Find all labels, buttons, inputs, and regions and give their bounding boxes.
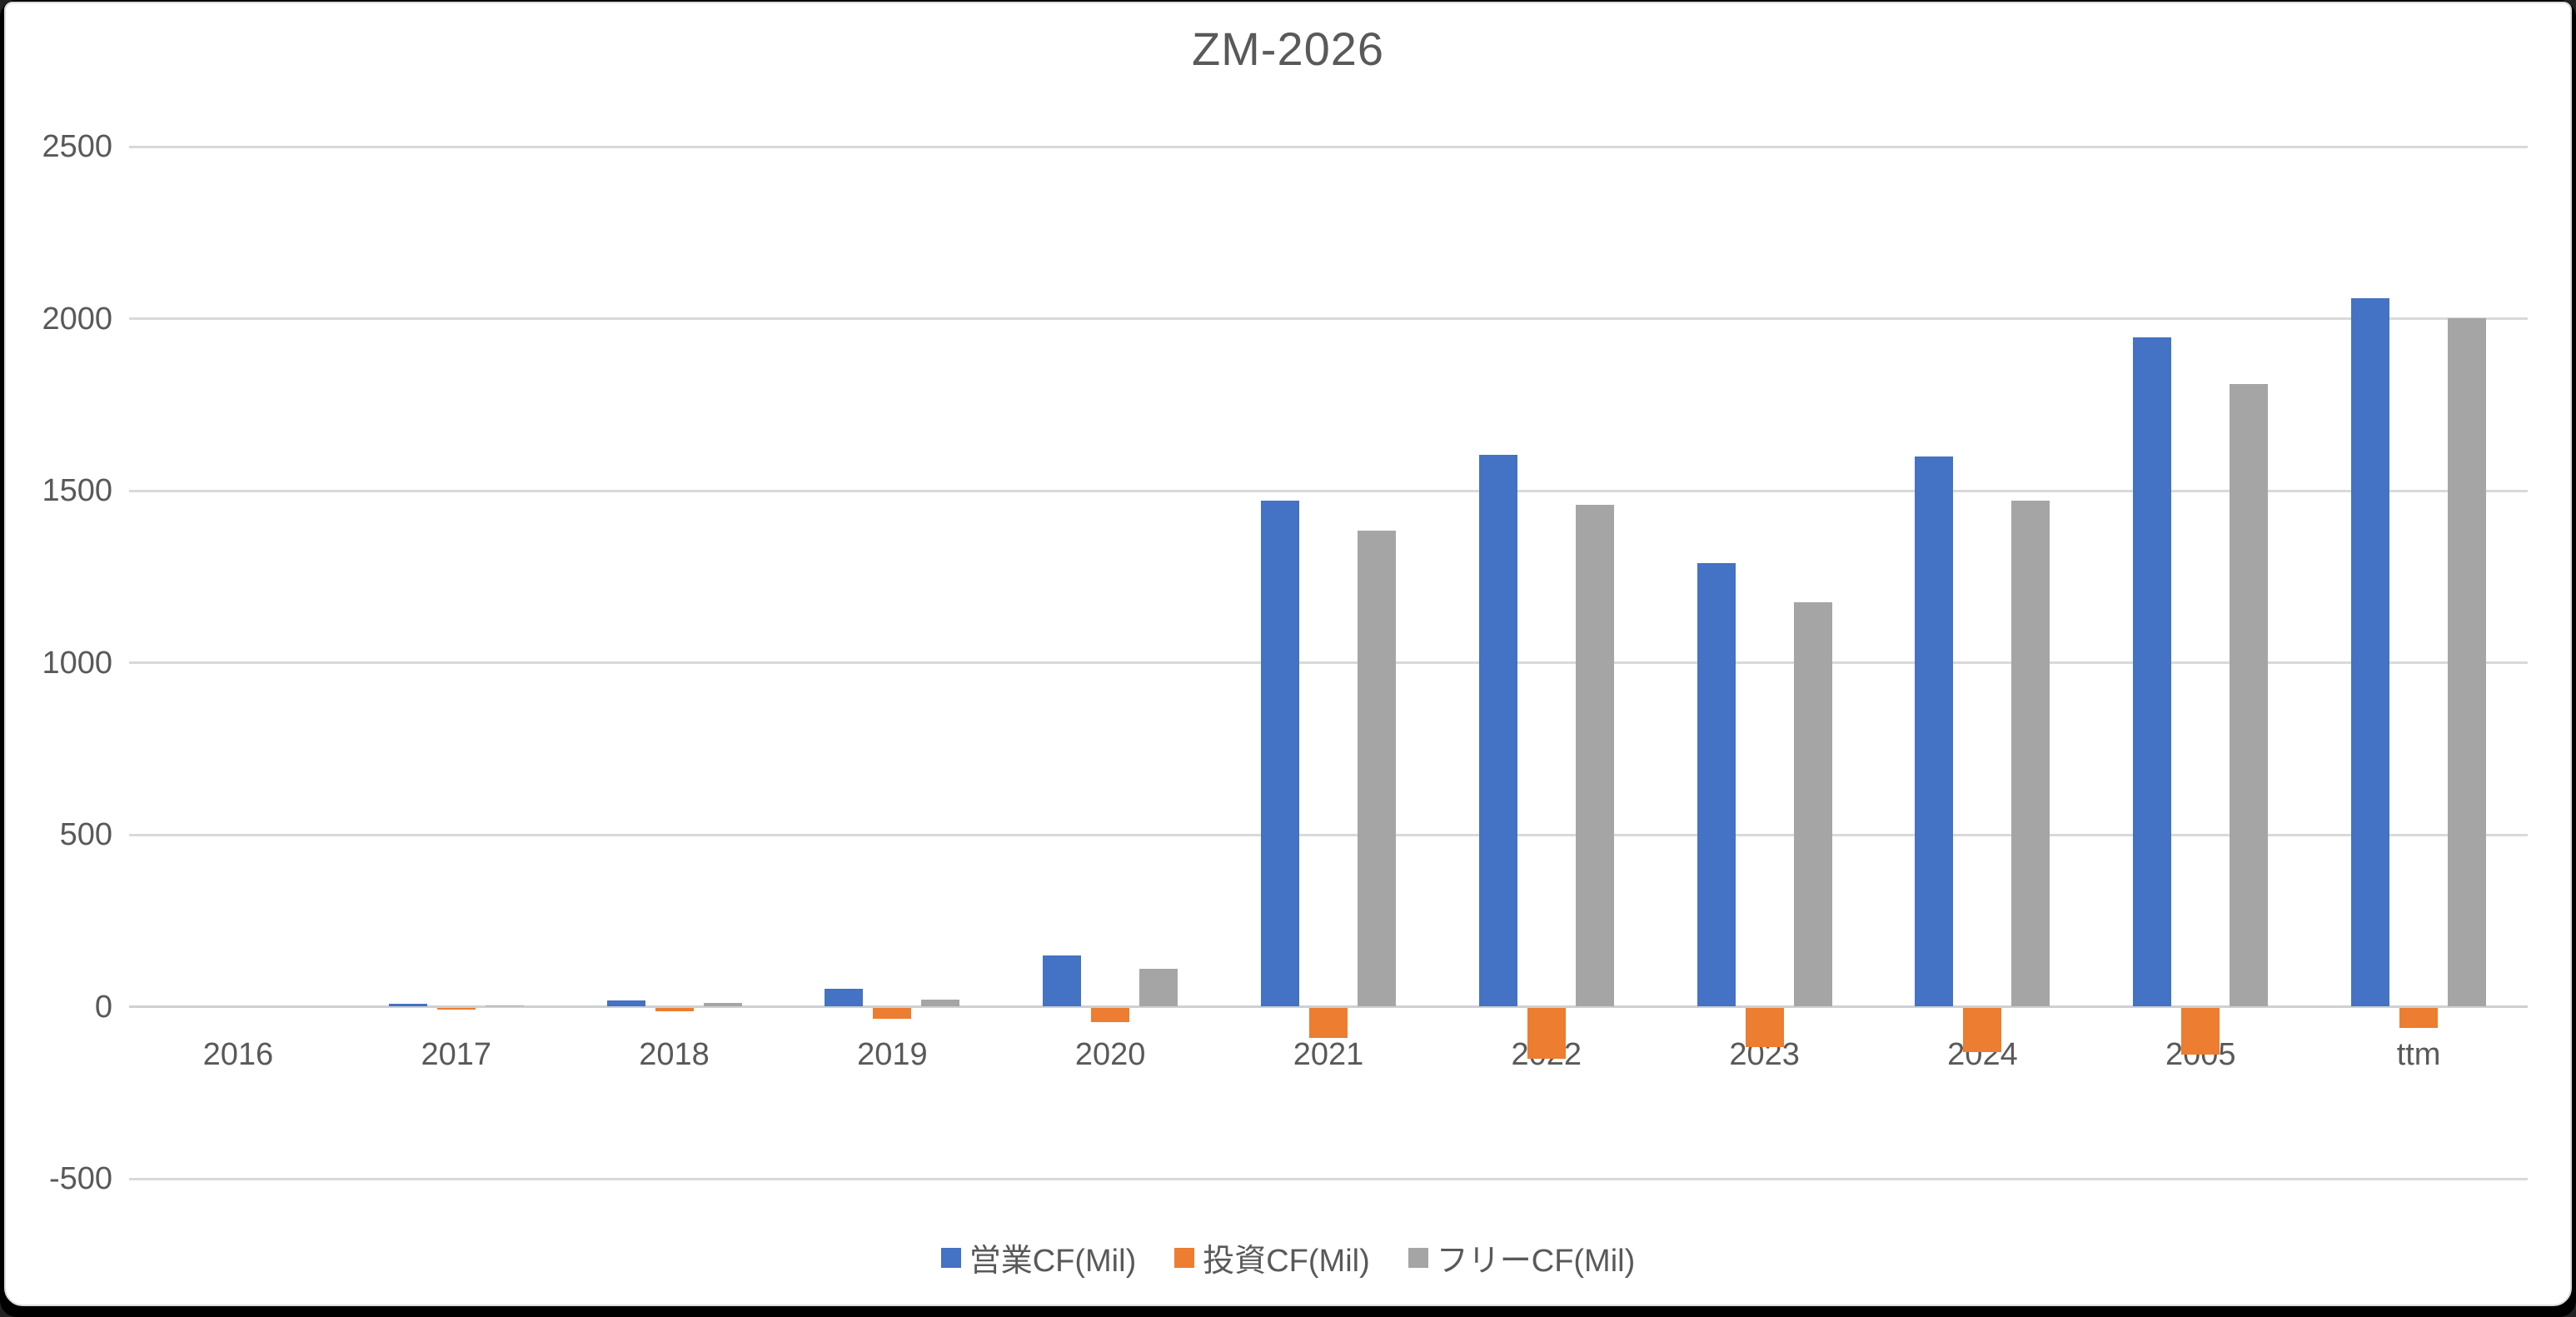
bar-operating-cf-2005 — [2133, 337, 2172, 1007]
x-axis-label-2020: 2020 — [1074, 1036, 1146, 1072]
y-axis-tick-0: 0 — [94, 989, 112, 1025]
bar-investing-cf-ttm — [2399, 1008, 2439, 1028]
gridline-y1000 — [129, 661, 2528, 664]
gridline-y500 — [129, 833, 2528, 836]
gridline-y2500 — [129, 145, 2528, 148]
bar-free-cf-2021 — [1358, 531, 1396, 1007]
gridline-y2000 — [129, 317, 2528, 320]
bar-operating-cf-2017 — [388, 1003, 427, 1007]
legend: 営業CF(Mil) 投資CF(Mil) フリーCF(Mil) — [0, 1235, 2576, 1280]
legend-item-operating-cf: 営業CF(Mil) — [940, 1235, 1137, 1280]
bar-investing-cf-2024 — [1963, 1008, 2002, 1052]
bar-operating-cf-2022 — [1478, 454, 1517, 1007]
legend-label: フリーCF(Mil) — [1436, 1244, 1636, 1279]
legend-item-free-cf: フリーCF(Mil) — [1408, 1235, 1636, 1280]
bar-free-cf-2024 — [2011, 500, 2050, 1007]
y-axis-tick-1500: 1500 — [42, 473, 112, 508]
bar-free-cf-2020 — [1139, 969, 1178, 1007]
bar-operating-cf-2019 — [825, 989, 864, 1007]
bar-investing-cf-2017 — [436, 1008, 476, 1010]
bar-operating-cf-2023 — [1697, 562, 1736, 1007]
bar-investing-cf-2021 — [1309, 1008, 1348, 1039]
x-axis-label-2019: 2019 — [857, 1036, 928, 1072]
y-axis-tick-500: 500 — [59, 817, 112, 852]
bar-operating-cf-2024 — [1915, 456, 1954, 1007]
bar-investing-cf-2023 — [1745, 1008, 1784, 1048]
bar-free-cf-2022 — [1575, 505, 1614, 1007]
bar-free-cf-ttm — [2448, 318, 2487, 1007]
x-axis-label-2018: 2018 — [639, 1036, 710, 1072]
bar-free-cf-2005 — [2230, 383, 2269, 1007]
bar-operating-cf-2020 — [1043, 955, 1082, 1007]
y-axis-tick--500: -500 — [48, 1161, 112, 1196]
x-axis-label-2016: 2016 — [202, 1036, 274, 1072]
bar-free-cf-2018 — [703, 1003, 742, 1007]
bar-operating-cf-ttm — [2351, 298, 2390, 1007]
legend-item-investing-cf: 投資CF(Mil) — [1174, 1235, 1370, 1280]
bar-operating-cf-2018 — [606, 1000, 645, 1007]
legend-swatch-investing-cf — [1174, 1247, 1195, 1268]
gridline-y1500 — [129, 489, 2528, 492]
bar-investing-cf-2005 — [2181, 1008, 2220, 1055]
y-axis-tick-1000: 1000 — [42, 645, 112, 681]
bar-free-cf-2023 — [1793, 602, 1832, 1007]
y-axis-tick-2500: 2500 — [42, 129, 112, 164]
bar-free-cf-2017 — [485, 1005, 524, 1007]
x-axis-label-2017: 2017 — [421, 1036, 491, 1072]
gridline-y0 — [129, 1005, 2528, 1008]
bar-free-cf-2019 — [921, 1000, 960, 1007]
gridline-y-500 — [129, 1177, 2528, 1180]
legend-label: 投資CF(Mil) — [1203, 1244, 1370, 1279]
y-axis-tick-2000: 2000 — [42, 301, 112, 337]
x-axis-label-ttm: ttm — [2396, 1036, 2441, 1072]
bar-operating-cf-2021 — [1261, 500, 1299, 1007]
legend-label: 営業CF(Mil) — [969, 1244, 1137, 1279]
bar-investing-cf-2022 — [1527, 1008, 1566, 1059]
legend-swatch-free-cf — [1408, 1247, 1428, 1268]
bar-investing-cf-2018 — [655, 1008, 694, 1011]
x-axis-label-2021: 2021 — [1293, 1036, 1364, 1072]
bar-investing-cf-2020 — [1091, 1008, 1130, 1022]
chart-title: ZM-2026 — [1191, 22, 1385, 75]
legend-swatch-operating-cf — [940, 1247, 961, 1268]
bar-investing-cf-2019 — [873, 1008, 912, 1019]
